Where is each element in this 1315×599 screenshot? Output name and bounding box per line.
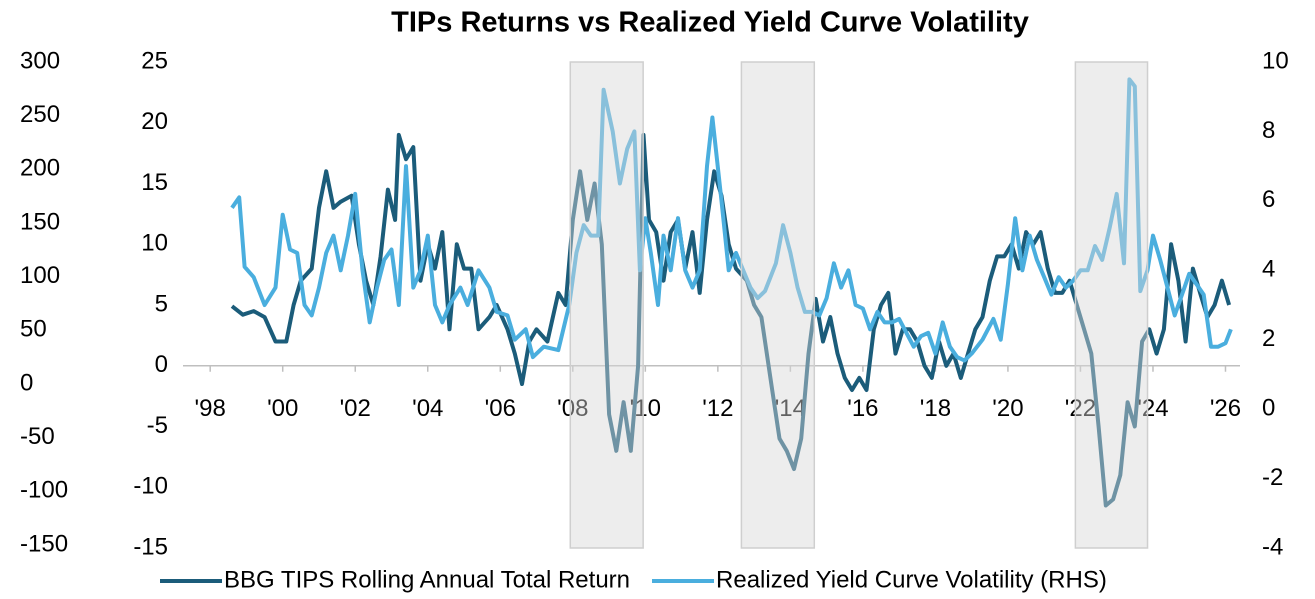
y3-tick-label: 250 — [20, 101, 60, 128]
y3-tick-label: -100 — [20, 477, 68, 504]
y2-tick-label: 2 — [1262, 325, 1275, 352]
x-tick-label: '00 — [267, 395, 298, 422]
x-tick-label: '20 — [992, 395, 1023, 422]
shaded-range — [569, 61, 644, 549]
y-tick-label: -15 — [133, 533, 168, 560]
y3-tick-label: 150 — [20, 208, 60, 235]
y2-tick-label: -2 — [1262, 464, 1283, 491]
y2-tick-label: 0 — [1262, 394, 1275, 421]
x-tick-label: '06 — [485, 395, 516, 422]
x-tick-label: '04 — [412, 395, 443, 422]
y-tick-label: 10 — [141, 230, 168, 257]
x-tick-label: '08 — [557, 395, 588, 422]
chart-title: TIPs Returns vs Realized Yield Curve Vol… — [391, 7, 1029, 39]
legend-label: Realized Yield Curve Volatility (RHS) — [716, 566, 1107, 593]
y-tick-label: 15 — [141, 169, 168, 196]
y3-tick-label: 200 — [20, 155, 60, 182]
y-tick-label: 5 — [155, 290, 168, 317]
x-tick-label: '16 — [847, 395, 878, 422]
y3-tick-label: 300 — [20, 47, 60, 74]
legend-label: BBG TIPS Rolling Annual Total Return — [224, 566, 630, 593]
y2-tick-label: 8 — [1262, 117, 1275, 144]
x-tick-label: '18 — [920, 395, 951, 422]
x-tick-label: '26 — [1210, 395, 1241, 422]
y3-tick-label: 0 — [20, 369, 33, 396]
y-tick-label: 25 — [141, 47, 168, 74]
y2-tick-label: 10 — [1262, 47, 1289, 74]
y2-tick-label: 6 — [1262, 186, 1275, 213]
y-tick-label: -5 — [147, 412, 168, 439]
y3-tick-label: 50 — [20, 316, 47, 343]
x-tick-label: '14 — [775, 395, 806, 422]
y-tick-label: -10 — [133, 473, 168, 500]
y3-tick-label: -50 — [20, 423, 55, 450]
y2-tick-label: 4 — [1262, 256, 1275, 283]
x-tick-label: '12 — [702, 395, 733, 422]
shaded-range — [740, 61, 816, 549]
y-tick-label: 20 — [141, 108, 168, 135]
y3-tick-label: -150 — [20, 530, 68, 557]
y2-tick-label: -4 — [1262, 533, 1283, 560]
shaded-range — [1074, 61, 1149, 549]
y3-tick-label: 100 — [20, 262, 60, 289]
x-tick-label: '98 — [195, 395, 226, 422]
y-tick-label: 0 — [155, 351, 168, 378]
x-tick-label: '02 — [340, 395, 371, 422]
x-tick-label: '24 — [1137, 395, 1168, 422]
x-tick-label: '22 — [1065, 395, 1096, 422]
series-line — [230, 77, 1233, 363]
